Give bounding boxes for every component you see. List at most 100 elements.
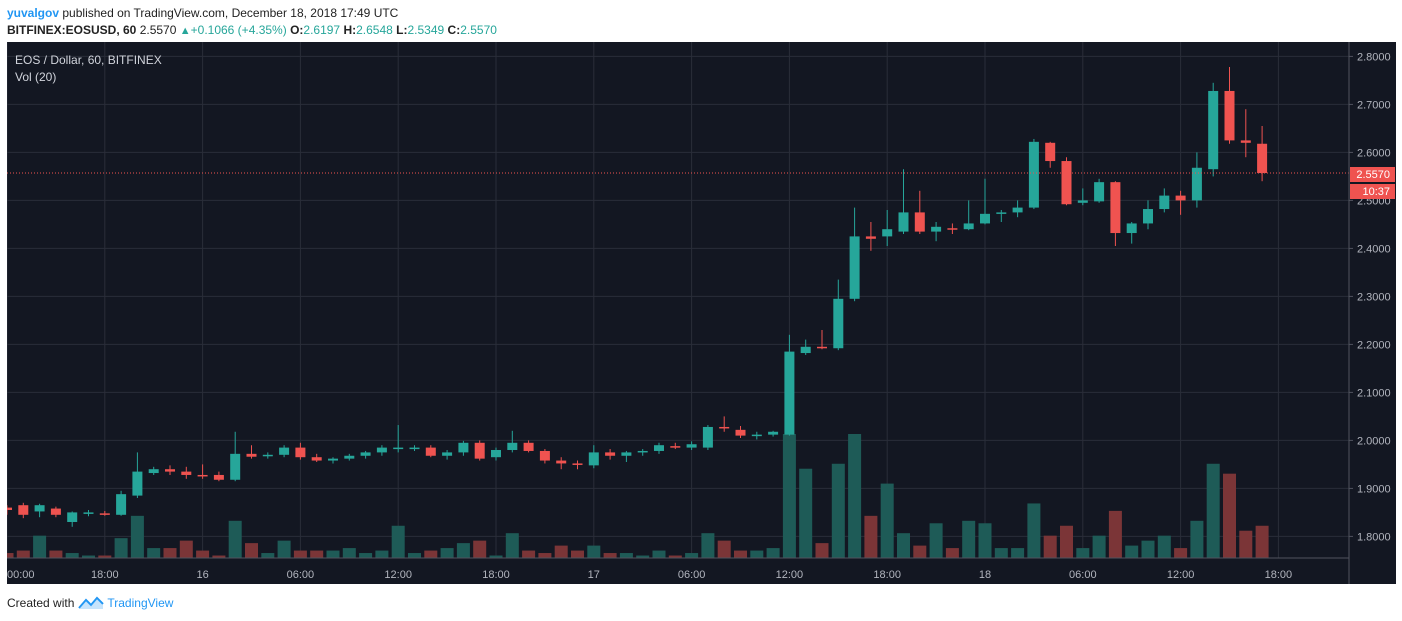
candle-body: [132, 471, 143, 496]
candle-body: [83, 512, 94, 514]
price-tick-label: 1.8000: [1357, 531, 1391, 543]
volume-bar: [1255, 525, 1269, 558]
candle-body: [865, 236, 876, 239]
candle-body: [165, 469, 175, 472]
volume-bar: [440, 548, 454, 558]
candle-body: [556, 460, 567, 464]
candle-body: [148, 469, 159, 474]
volume-bar: [603, 553, 617, 558]
volume-bar: [179, 540, 193, 558]
candle-body: [898, 212, 909, 232]
volume-bar: [929, 523, 943, 558]
volume-bar: [163, 548, 177, 558]
author-link[interactable]: yuvalgov: [7, 6, 60, 20]
volume-bar: [212, 555, 226, 558]
open-value: 2.6197: [303, 23, 341, 37]
candle-body: [1159, 195, 1170, 210]
candle-body: [719, 426, 730, 429]
published-text: published on TradingView.com, December 1…: [62, 6, 399, 20]
candle-body: [833, 298, 844, 349]
volume-bar: [473, 540, 487, 558]
time-tick-label: 18: [979, 569, 991, 581]
time-tick-label: 18:00: [1265, 569, 1293, 581]
time-axis-ticks: 00:00 18:00 16 06:00 12:00 18:00 17 06:00 12:00 1…: [7, 569, 1292, 581]
candle-body: [360, 452, 371, 456]
candle-body: [67, 512, 78, 522]
candle-body: [768, 431, 779, 435]
candle-body: [18, 505, 29, 515]
candle-body: [1012, 207, 1023, 213]
candlestick-chart[interactable]: 2.80002.70002.60002.50002.40002.30002.20…: [0, 42, 1396, 584]
volume-bar: [49, 550, 63, 558]
volume-bar: [734, 550, 747, 558]
volume-bars: [0, 434, 1269, 558]
candle-body: [1045, 142, 1056, 162]
price-tick-label: 2.4000: [1357, 243, 1391, 255]
volume-bar: [782, 434, 796, 558]
volume-bar: [1043, 535, 1057, 558]
high-value: 2.6548: [356, 23, 393, 37]
volume-bar: [962, 520, 976, 558]
candle-body: [311, 457, 322, 461]
price-tick-label: 2.8000: [1357, 51, 1391, 63]
chart-header: yuvalgov published on TradingView.com, D…: [7, 5, 497, 40]
volume-bar: [1206, 463, 1220, 558]
volume-indicator-label: Vol (20): [15, 70, 56, 84]
volume-bar: [685, 553, 699, 558]
price-tick-label: 1.9000: [1357, 483, 1391, 495]
price-tick-label: 2.6000: [1357, 147, 1391, 159]
volume-bar: [1157, 535, 1171, 558]
volume-bar: [1011, 548, 1025, 558]
price-tick-label: 2.7000: [1357, 99, 1391, 111]
volume-bar: [750, 550, 764, 558]
candle-body: [539, 450, 550, 461]
candle-body: [637, 450, 648, 453]
volume-bar: [293, 550, 307, 558]
volume-bar: [245, 543, 258, 558]
candle-body: [425, 447, 436, 456]
chart-area[interactable]: 2.8000 2.7000 2.6000 2.5000 2.4000 2.3000 2.20…: [0, 42, 1396, 584]
candle-body: [328, 458, 338, 461]
tradingview-brand[interactable]: TradingView: [107, 596, 174, 610]
candle-body: [1061, 161, 1072, 205]
candle-body: [50, 508, 61, 515]
time-tick-label: 17: [588, 569, 600, 581]
volume-bar: [636, 555, 650, 558]
candle-body: [181, 471, 192, 475]
candle-body: [1094, 182, 1105, 202]
volume-bar: [587, 545, 601, 558]
candle-body: [491, 450, 501, 458]
volume-bar: [701, 533, 715, 558]
price-axis[interactable]: [1349, 42, 1396, 584]
volume-bar: [98, 555, 112, 558]
candle-body: [197, 474, 208, 477]
candle-body: [295, 447, 306, 458]
time-tick-label: 12:00: [776, 569, 804, 581]
volume-bar: [1239, 530, 1253, 558]
candle-body: [817, 346, 827, 349]
volume-bar: [1174, 548, 1188, 558]
candle-body: [409, 447, 420, 450]
volume-bar: [33, 535, 47, 558]
volume-bar: [1027, 503, 1041, 558]
price-tick-label: 2.1000: [1357, 387, 1391, 399]
last-price-label: 2.5570 10:37: [1350, 167, 1395, 199]
volume-bar: [359, 553, 373, 558]
candle-body: [588, 452, 599, 466]
volume-bar: [1190, 520, 1204, 558]
candle-body: [686, 444, 697, 448]
candle-body: [393, 447, 404, 450]
volume-bar: [196, 550, 210, 558]
candle-body: [1143, 209, 1153, 224]
candle-body: [670, 446, 681, 448]
ohlc-line: BITFINEX:EOSUSD, 60 2.5570 ▲+0.1066 (+4.…: [7, 22, 497, 40]
volume-bar: [1125, 545, 1139, 558]
candle-body: [1110, 182, 1121, 234]
volume-bar: [1108, 510, 1122, 558]
time-tick-label: 18:00: [873, 569, 901, 581]
volume-bar: [522, 550, 536, 558]
candle-body: [702, 426, 713, 448]
volume-bar: [342, 548, 356, 558]
time-tick-label: 18:00: [91, 569, 119, 581]
candle-body: [1257, 143, 1268, 174]
